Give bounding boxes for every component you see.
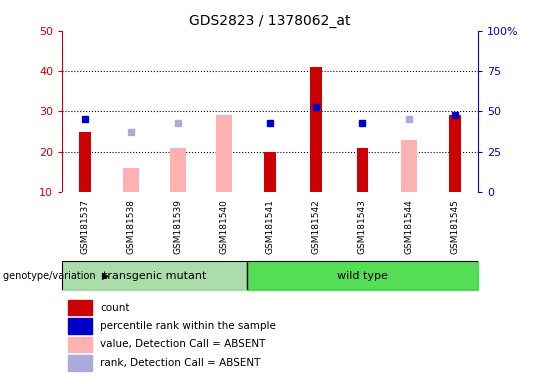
Text: GSM181540: GSM181540: [219, 199, 228, 254]
Bar: [62, 261, 247, 290]
Text: GSM181538: GSM181538: [127, 199, 136, 254]
Bar: [401, 140, 417, 192]
Bar: [79, 131, 91, 192]
Text: GSM181541: GSM181541: [266, 199, 274, 254]
Text: value, Detection Call = ABSENT: value, Detection Call = ABSENT: [100, 339, 266, 349]
Text: GSM181539: GSM181539: [173, 199, 182, 254]
Title: GDS2823 / 1378062_at: GDS2823 / 1378062_at: [189, 14, 351, 28]
Text: transgenic mutant: transgenic mutant: [103, 270, 206, 281]
Bar: [310, 67, 322, 192]
FancyBboxPatch shape: [69, 300, 92, 315]
Text: GSM181542: GSM181542: [312, 199, 321, 254]
Bar: [170, 148, 186, 192]
Text: GSM181543: GSM181543: [358, 199, 367, 254]
Text: GSM181545: GSM181545: [450, 199, 460, 254]
FancyBboxPatch shape: [69, 318, 92, 334]
Bar: [123, 168, 139, 192]
Bar: [449, 115, 461, 192]
Text: GSM181537: GSM181537: [80, 199, 90, 254]
Bar: [247, 261, 478, 290]
Bar: [264, 152, 276, 192]
FancyBboxPatch shape: [69, 355, 92, 371]
FancyBboxPatch shape: [69, 337, 92, 352]
Text: wild type: wild type: [337, 270, 388, 281]
Text: GSM181544: GSM181544: [404, 199, 413, 254]
Text: genotype/variation  ▶: genotype/variation ▶: [3, 270, 109, 281]
Bar: [356, 148, 368, 192]
Bar: [215, 115, 232, 192]
Text: percentile rank within the sample: percentile rank within the sample: [100, 321, 276, 331]
Text: count: count: [100, 303, 130, 313]
Text: rank, Detection Call = ABSENT: rank, Detection Call = ABSENT: [100, 358, 261, 368]
